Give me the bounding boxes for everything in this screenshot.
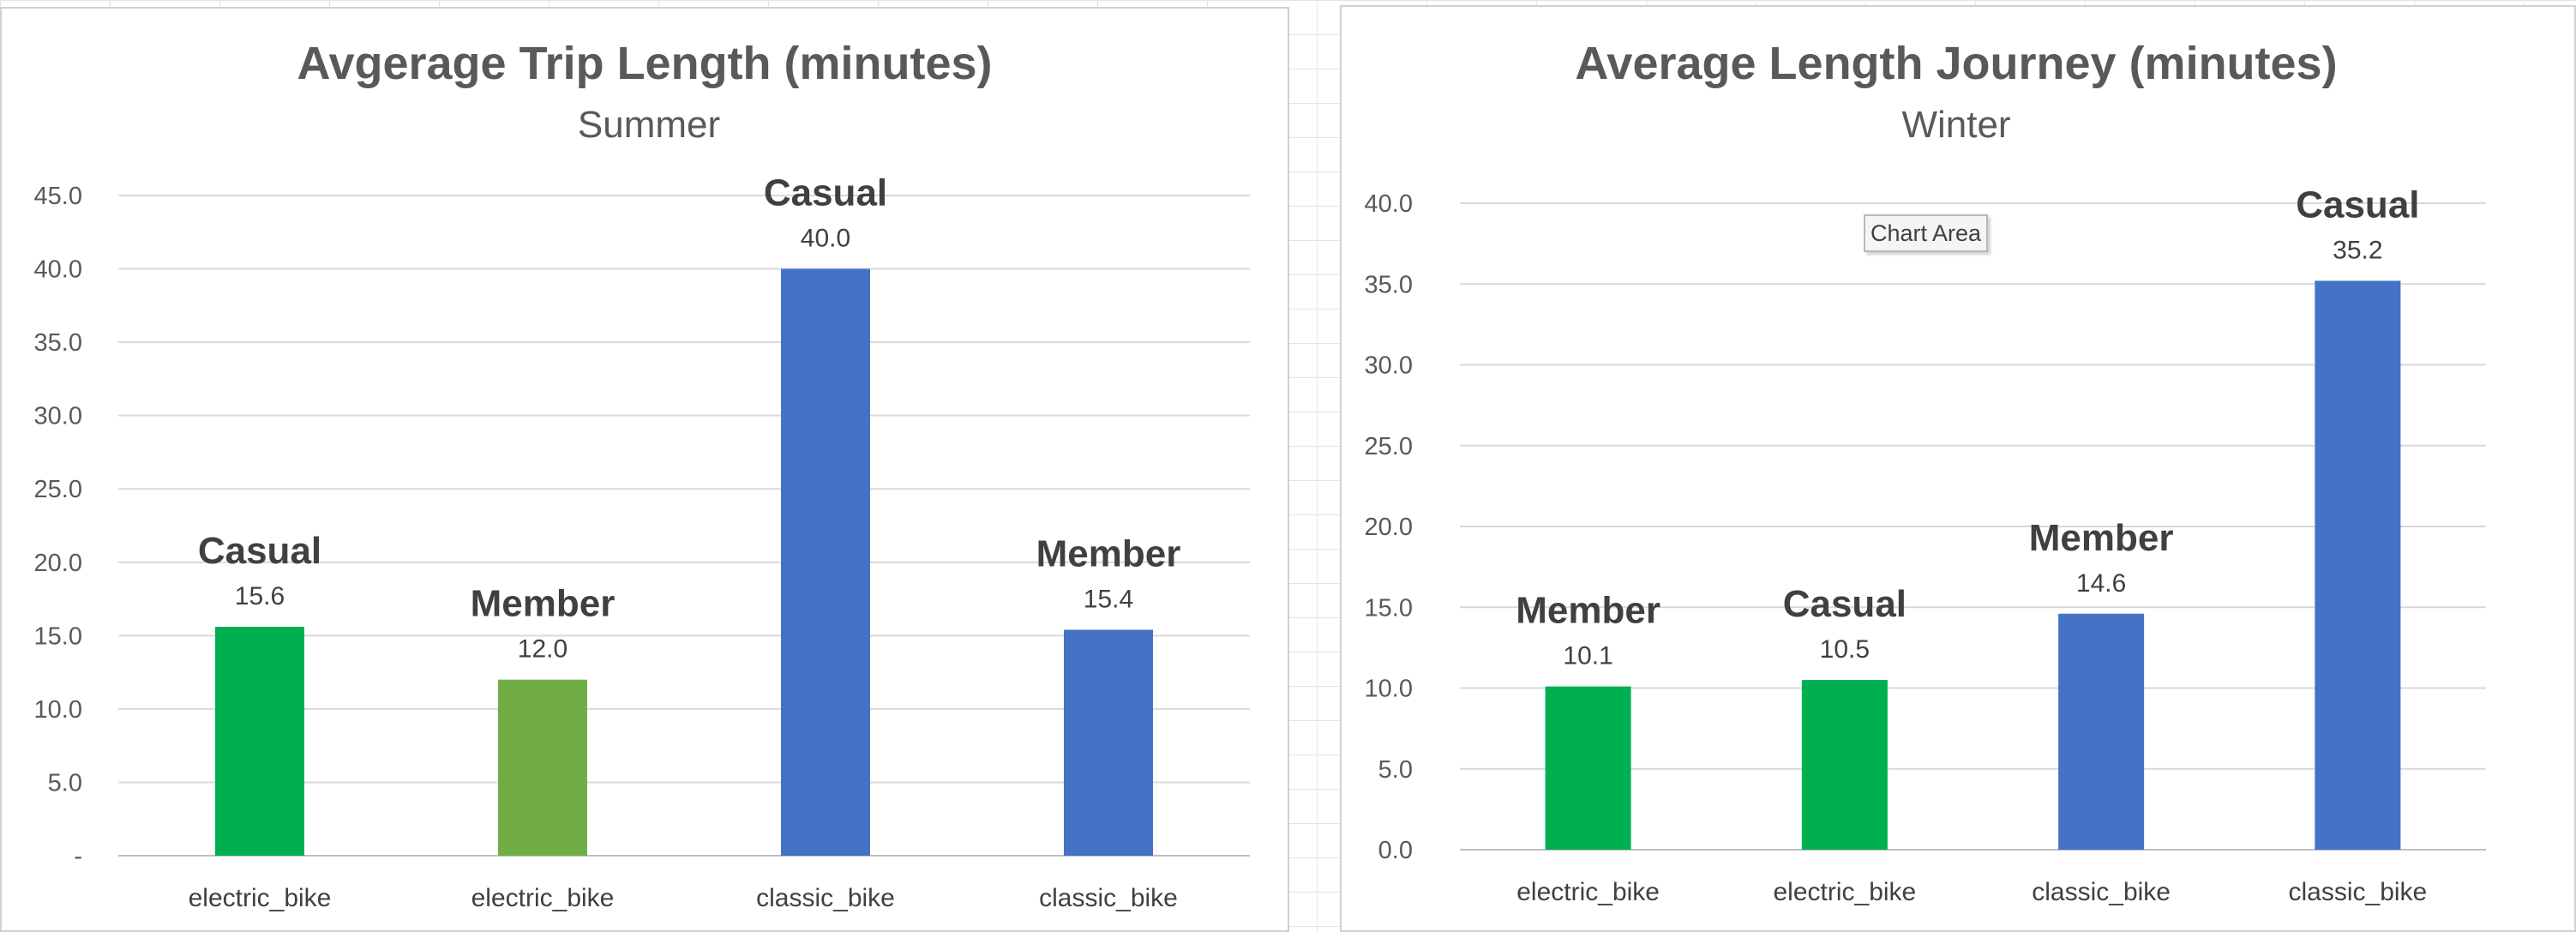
y-tick-label: 5.0 [48, 769, 82, 797]
bars: 15.6 Casual 12.0 Member 40.0 Casual 15.4 Member [198, 172, 1181, 856]
x-axis-tick-labels: electric_bike electric_bike classic_bike cl… [189, 884, 1178, 912]
bar[interactable] [2058, 613, 2145, 850]
y-tick-label: 35.0 [1365, 271, 1413, 298]
data-label: 15.6 [235, 582, 285, 610]
bar[interactable] [781, 268, 870, 856]
bars: 10.1 Member 10.5 Casual 14.6 Member 35.2 Casual [1516, 183, 2420, 851]
x-tick-label: classic_bike [756, 884, 895, 912]
chart-title: Avgerage Trip Length (minutes) [297, 38, 992, 89]
y-tick-label: 40.0 [34, 256, 82, 284]
x-tick-label: electric_bike [1516, 878, 1660, 906]
y-tick-label: 25.0 [34, 476, 82, 503]
y-tick-label: - [74, 843, 82, 870]
bar[interactable] [1545, 686, 1631, 850]
bar-category-label: Casual [1783, 583, 1906, 625]
data-label: 40.0 [801, 225, 850, 253]
data-label: 35.2 [2333, 236, 2382, 264]
data-label: 10.1 [1563, 642, 1612, 670]
bar-category-label: Member [1036, 532, 1181, 574]
bar[interactable] [498, 679, 587, 856]
bar[interactable] [2315, 280, 2401, 851]
bar[interactable] [1064, 629, 1153, 856]
bar[interactable] [1801, 680, 1888, 850]
y-tick-label: 10.0 [34, 696, 82, 724]
data-label: 12.0 [518, 635, 567, 664]
bar-category-label: Member [2029, 517, 2174, 559]
bar-category-label: Casual [764, 172, 887, 214]
bar-category-label: Member [1516, 590, 1660, 632]
y-tick-label: 35.0 [34, 329, 82, 357]
gridlines [118, 195, 1250, 857]
chart-title: Average Length Journey (minutes) [1575, 38, 2337, 89]
x-tick-label: classic_bike [2289, 878, 2428, 906]
bar-category-label: Member [471, 583, 615, 625]
bar-category-label: Casual [198, 530, 321, 572]
y-tick-label: 30.0 [1365, 352, 1413, 380]
data-label: 14.6 [2076, 569, 2126, 598]
y-tick-label: 30.0 [34, 403, 82, 430]
y-tick-label: 10.0 [1365, 676, 1413, 703]
y-tick-label: 15.0 [34, 622, 82, 650]
y-axis-tick-labels: 0.0 5.0 10.0 15.0 20.0 25.0 30.0 35.0 40.0 [1365, 190, 1413, 864]
y-tick-label: 5.0 [1378, 756, 1413, 784]
x-tick-label: electric_bike [471, 884, 615, 912]
y-tick-label: 40.0 [1365, 190, 1413, 218]
x-tick-label: classic_bike [2032, 878, 2171, 906]
y-axis-tick-labels: - 5.0 10.0 15.0 20.0 25.0 30.0 35.0 40.0 45.0 [34, 183, 82, 870]
y-tick-label: 25.0 [1365, 433, 1413, 460]
bar[interactable] [215, 627, 304, 856]
y-tick-label: 20.0 [1365, 514, 1413, 541]
y-tick-label: 20.0 [34, 550, 82, 577]
x-tick-label: classic_bike [1039, 884, 1178, 912]
x-tick-label: electric_bike [1774, 878, 1917, 906]
winter-journey-length-chart[interactable]: Average Length Journey (minutes) Winter … [1365, 38, 2486, 906]
y-tick-label: 0.0 [1378, 837, 1413, 864]
chart-subtitle: Summer [578, 104, 720, 146]
data-label: 10.5 [1820, 635, 1870, 664]
data-label: 15.4 [1084, 585, 1133, 613]
summer-trip-length-chart[interactable]: Avgerage Trip Length (minutes) Summer - 5… [34, 38, 1250, 912]
x-axis-tick-labels: electric_bike electric_bike classic_bike cl… [1516, 878, 2427, 906]
chart-subtitle: Winter [1901, 104, 2010, 146]
y-tick-label: 15.0 [1365, 594, 1413, 622]
chart-area-tooltip: Chart Area [1864, 214, 1989, 252]
y-tick-label: 45.0 [34, 183, 82, 210]
x-tick-label: electric_bike [189, 884, 332, 912]
bar-category-label: Casual [2296, 183, 2419, 225]
